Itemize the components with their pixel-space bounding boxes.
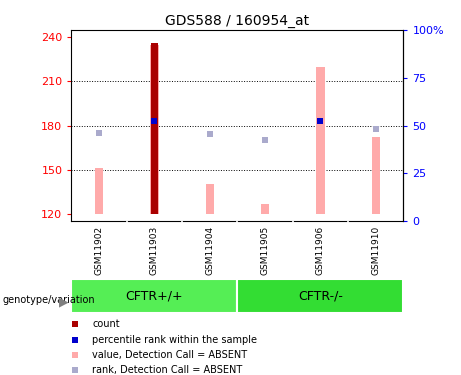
Text: GSM11905: GSM11905 — [260, 226, 270, 275]
Text: rank, Detection Call = ABSENT: rank, Detection Call = ABSENT — [92, 365, 242, 375]
Text: genotype/variation: genotype/variation — [2, 295, 95, 305]
Bar — [95, 168, 103, 214]
Bar — [372, 137, 380, 214]
Text: GSM11910: GSM11910 — [371, 226, 380, 275]
Bar — [261, 204, 269, 214]
Text: GSM11904: GSM11904 — [205, 226, 214, 275]
Bar — [151, 43, 158, 214]
Title: GDS588 / 160954_at: GDS588 / 160954_at — [165, 13, 309, 28]
Text: count: count — [92, 320, 120, 329]
Bar — [237, 279, 403, 313]
Text: CFTR+/+: CFTR+/+ — [125, 290, 183, 303]
Bar — [316, 67, 325, 214]
Bar — [71, 279, 237, 313]
Bar — [206, 184, 214, 214]
Text: ▶: ▶ — [59, 296, 69, 308]
Text: GSM11902: GSM11902 — [95, 226, 104, 275]
Text: GSM11903: GSM11903 — [150, 226, 159, 275]
Bar — [150, 45, 159, 214]
Text: GSM11906: GSM11906 — [316, 226, 325, 275]
Text: CFTR-/-: CFTR-/- — [298, 290, 343, 303]
Text: value, Detection Call = ABSENT: value, Detection Call = ABSENT — [92, 350, 248, 360]
Text: percentile rank within the sample: percentile rank within the sample — [92, 334, 257, 345]
